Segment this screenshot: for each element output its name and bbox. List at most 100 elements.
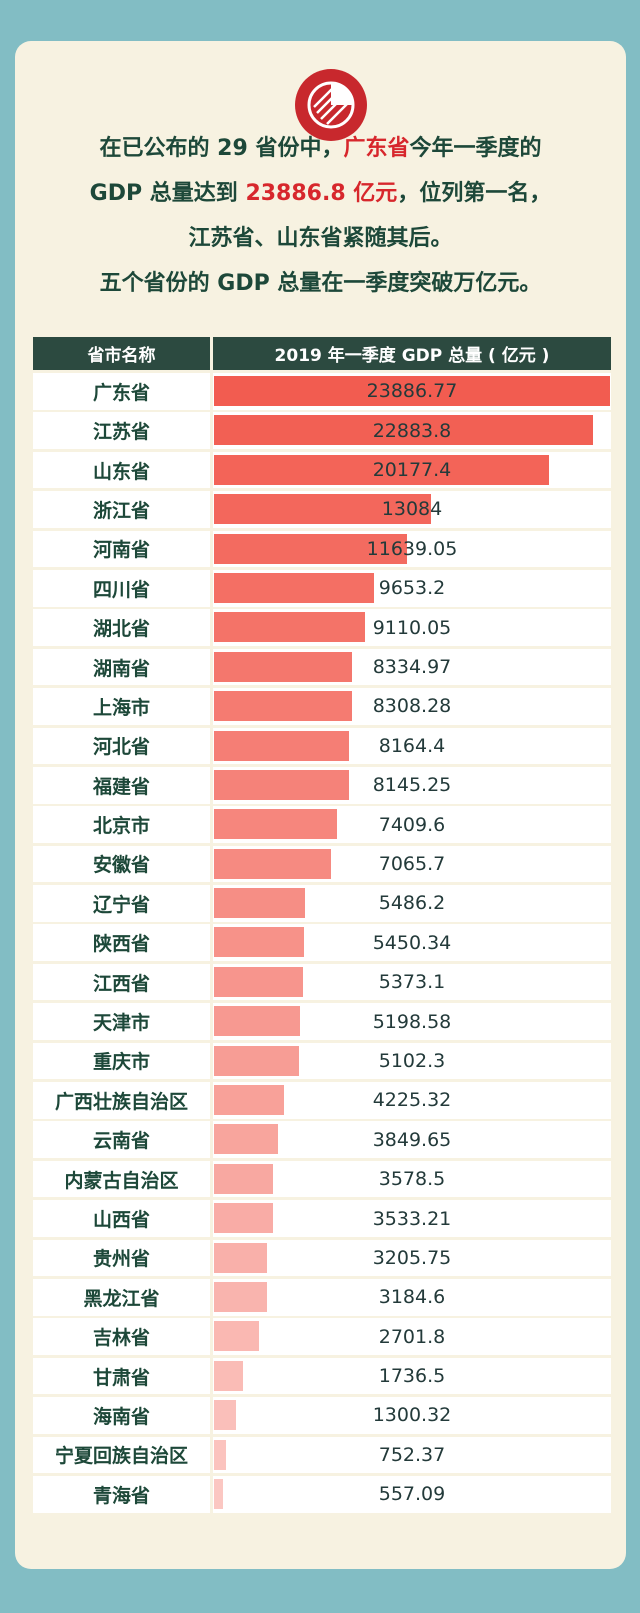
gdp-bar: [214, 1242, 268, 1273]
gdp-bar: [214, 533, 407, 564]
gdp-bar: [214, 494, 431, 525]
gdp-value-cell: 3205.75: [213, 1239, 611, 1277]
headline-line-3: 江苏省、山东省紧随其后。: [188, 226, 453, 251]
gdp-bar: [214, 376, 610, 406]
headline-line-4: 五个省份的 GDP 总量在一季度突破万亿元。: [99, 271, 542, 296]
gdp-value-cell: 8145.25: [213, 766, 611, 804]
gdp-bar: [214, 572, 375, 603]
gdp-value-cell: 8164.4: [213, 727, 611, 765]
gdp-value-cell: 3533.21: [213, 1200, 611, 1237]
province-name: 河北省: [33, 727, 210, 765]
table-row: 内蒙古自治区 3578.5: [33, 1160, 611, 1198]
province-name: 江西省: [33, 963, 210, 1001]
gdp-value-label: 3205.75: [372, 1246, 452, 1269]
gdp-value-cell: 3578.5: [213, 1160, 611, 1198]
province-name: 上海市: [33, 688, 210, 725]
province-name: 福建省: [33, 766, 210, 804]
gdp-value-label: 9653.2: [378, 577, 446, 600]
gdp-value-label: 8334.97: [372, 656, 452, 679]
gdp-bar: [214, 1045, 299, 1076]
province-name: 山东省: [33, 451, 210, 489]
table-row: 贵州省 3205.75: [33, 1239, 611, 1277]
province-name: 海南省: [33, 1397, 210, 1434]
gdp-value-label: 7065.7: [378, 852, 446, 875]
gdp-bar: [214, 730, 350, 761]
column-header-value: 2019 年一季度 GDP 总量 ( 亿元 ): [213, 337, 611, 370]
gdp-value-label: 11639.05: [366, 537, 458, 560]
table-row: 北京市 7409.6: [33, 806, 611, 843]
province-name: 湖南省: [33, 648, 210, 686]
province-name: 陕西省: [33, 924, 210, 962]
table-row: 海南省 1300.32: [33, 1397, 611, 1434]
table-row: 河北省 8164.4: [33, 727, 611, 765]
gdp-value-label: 5198.58: [372, 1010, 452, 1033]
gdp-value-cell: 7065.7: [213, 845, 611, 883]
table-row: 福建省 8145.25: [33, 766, 611, 804]
table-row: 山东省 20177.4: [33, 451, 611, 489]
gdp-value-cell: 5102.3: [213, 1042, 611, 1080]
gdp-value-label: 20177.4: [372, 459, 452, 482]
gdp-bar: [214, 691, 352, 722]
gdp-value-label: 13084: [381, 498, 443, 521]
table-row: 江苏省 22883.8: [33, 412, 611, 449]
gdp-value-label: 9110.05: [372, 616, 452, 639]
headline: 在已公布的 29 省份中，广东省今年一季度的 GDP 总量达到 23886.8 …: [15, 126, 626, 306]
gdp-bar: [214, 1321, 259, 1352]
pie-chart-icon: [295, 69, 367, 141]
gdp-bar: [214, 1124, 278, 1155]
gdp-value-label: 3578.5: [378, 1168, 446, 1191]
gdp-value-label: 5486.2: [378, 892, 446, 915]
gdp-value-cell: 7409.6: [213, 806, 611, 843]
table-row: 浙江省 13084: [33, 491, 611, 528]
table-row: 上海市 8308.28: [33, 688, 611, 725]
province-name: 河南省: [33, 530, 210, 568]
gdp-value-label: 2701.8: [378, 1325, 446, 1348]
gdp-value-label: 1736.5: [378, 1365, 446, 1388]
gdp-value-cell: 5373.1: [213, 963, 611, 1001]
province-name: 云南省: [33, 1121, 210, 1159]
table-row: 广西壮族自治区 4225.32: [33, 1082, 611, 1119]
province-name: 贵州省: [33, 1239, 210, 1277]
gdp-value-cell: 2701.8: [213, 1318, 611, 1355]
table-row: 湖南省 8334.97: [33, 648, 611, 686]
table-row: 甘肃省 1736.5: [33, 1357, 611, 1395]
gdp-value-label: 8145.25: [372, 774, 452, 797]
gdp-value-cell: 5450.34: [213, 924, 611, 962]
gdp-value-cell: 3184.6: [213, 1278, 611, 1316]
gdp-bar: [214, 769, 350, 800]
gdp-bar: [214, 888, 305, 919]
gdp-bar: [214, 1163, 274, 1194]
gdp-value-cell: 23886.77: [213, 373, 611, 410]
table-row: 青海省 557.09: [33, 1475, 611, 1513]
gdp-value-label: 5450.34: [372, 931, 452, 954]
table-row: 广东省 23886.77: [33, 373, 611, 410]
gdp-value-cell: 22883.8: [213, 412, 611, 449]
gdp-value-cell: 5486.2: [213, 885, 611, 922]
province-name: 江苏省: [33, 412, 210, 449]
gdp-bar: [214, 1400, 236, 1431]
gdp-value-label: 752.37: [378, 1443, 446, 1466]
province-name: 黑龙江省: [33, 1278, 210, 1316]
table-row: 山西省 3533.21: [33, 1200, 611, 1237]
gdp-value-cell: 8334.97: [213, 648, 611, 686]
gdp-value-label: 22883.8: [372, 419, 452, 442]
headline-line-1: 在已公布的 29 省份中，广东省今年一季度的: [99, 136, 542, 161]
province-name: 内蒙古自治区: [33, 1160, 210, 1198]
gdp-value-label: 23886.77: [366, 380, 458, 403]
province-name: 吉林省: [33, 1318, 210, 1355]
gdp-value-cell: 1300.32: [213, 1397, 611, 1434]
gdp-value-label: 557.09: [378, 1483, 446, 1506]
province-name: 宁夏回族自治区: [33, 1436, 210, 1474]
table-row: 重庆市 5102.3: [33, 1042, 611, 1080]
province-name: 浙江省: [33, 491, 210, 528]
gdp-bar-table: 省市名称 2019 年一季度 GDP 总量 ( 亿元 ) 广东省 23886.77…: [33, 337, 611, 1515]
gdp-value-label: 3184.6: [378, 1286, 446, 1309]
province-name: 山西省: [33, 1200, 210, 1237]
table-row: 河南省 11639.05: [33, 530, 611, 568]
gdp-value-cell: 13084: [213, 491, 611, 528]
gdp-value-cell: 9653.2: [213, 569, 611, 607]
gdp-bar: [214, 612, 366, 643]
gdp-bar: [214, 1478, 224, 1509]
table-row: 辽宁省 5486.2: [33, 885, 611, 922]
gdp-value-label: 4225.32: [372, 1089, 452, 1112]
